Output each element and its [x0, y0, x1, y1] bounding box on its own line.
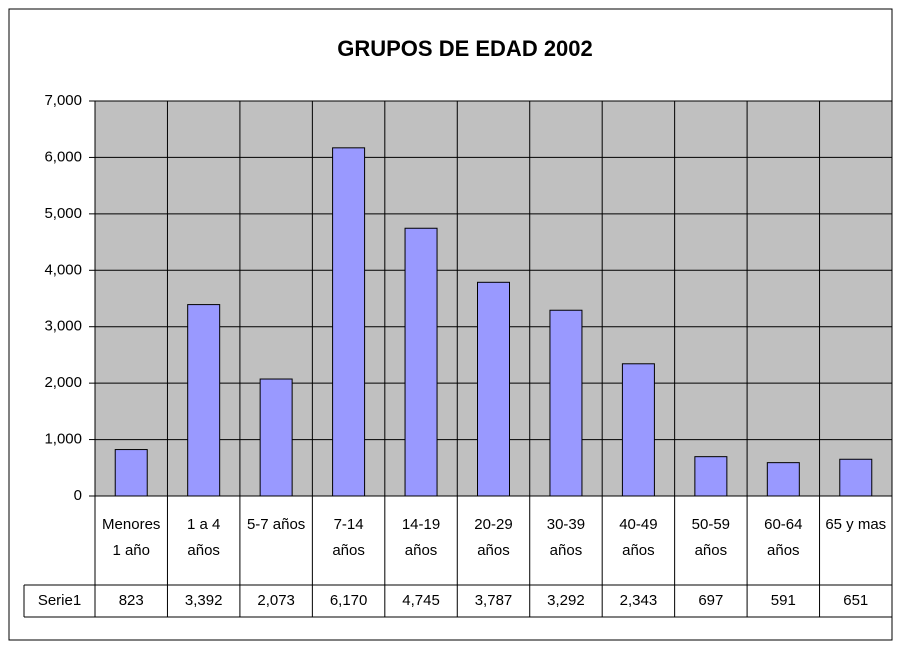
bar — [839, 458, 873, 497]
y-tick-label: 2,000 — [44, 374, 82, 391]
y-tick-label: 6,000 — [44, 148, 82, 165]
data-table-value: 823 — [119, 592, 144, 609]
x-tick-label: 30-39 años — [546, 516, 586, 559]
bar — [766, 462, 800, 497]
chart-title: GRUPOS DE EDAD 2002 — [337, 36, 593, 61]
y-tick-label: 5,000 — [44, 205, 82, 222]
data-table-value: 3,787 — [475, 592, 513, 609]
data-table-value: 697 — [698, 592, 723, 609]
y-tick-label: 0 — [74, 487, 82, 504]
bar — [187, 304, 221, 497]
y-tick-label: 4,000 — [44, 261, 82, 278]
x-tick-label: 50-59 años — [691, 516, 731, 559]
bar — [477, 281, 510, 497]
x-tick-label: 14-19 años — [401, 516, 441, 559]
data-table-value: 4,745 — [402, 592, 440, 609]
data-table-value: 651 — [843, 592, 868, 609]
data-table-value: 2,343 — [620, 592, 658, 609]
x-tick-label: 60-64 años — [764, 516, 803, 559]
bar — [694, 456, 728, 497]
bar — [332, 147, 366, 497]
x-tick-label: 20-29 años — [474, 516, 513, 559]
x-tick-label: Menores 1 año — [102, 516, 161, 559]
data-table-value: 6,170 — [330, 592, 368, 609]
data-table-value: 3,392 — [185, 592, 223, 609]
bar — [549, 309, 583, 497]
x-tick-label: 40-49 años — [619, 516, 658, 559]
data-table-value: 2,073 — [257, 592, 295, 609]
data-table-value: 591 — [771, 592, 796, 609]
x-tick-label: 7-14 años — [332, 516, 365, 559]
bar — [259, 378, 293, 497]
x-tick-label: 65 y mas — [825, 516, 887, 533]
x-tick-label: 1 a 4 años — [186, 516, 221, 559]
y-tick-label: 3,000 — [44, 318, 82, 335]
x-tick-label: 5-7 años — [246, 516, 306, 533]
legend-label: Serie1 — [38, 592, 81, 609]
y-tick-label: 7,000 — [44, 92, 82, 109]
bar — [404, 227, 438, 497]
bar — [114, 449, 148, 497]
bar — [621, 363, 655, 497]
data-table-value: 3,292 — [547, 592, 585, 609]
y-tick-label: 1,000 — [44, 431, 82, 448]
